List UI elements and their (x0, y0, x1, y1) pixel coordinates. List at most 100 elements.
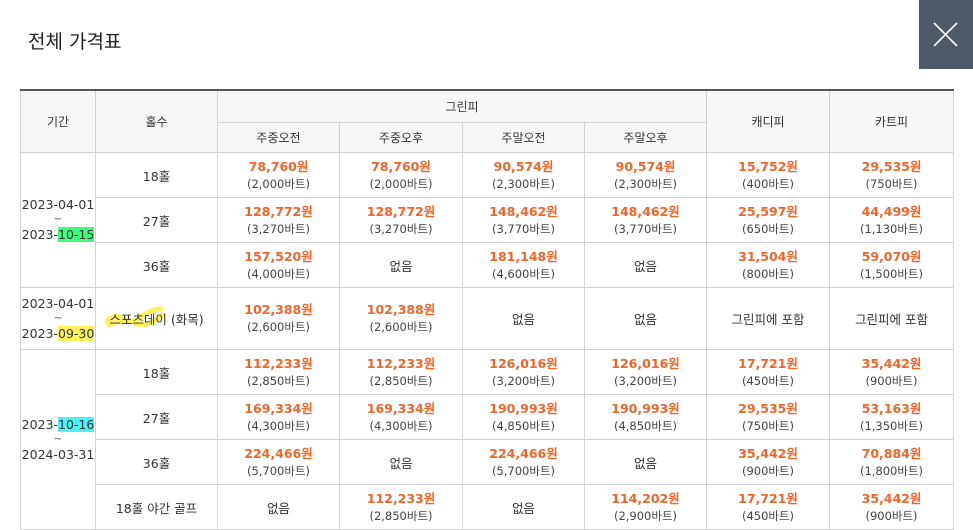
price-cell: 169,334원 (4,300바트) (339, 394, 463, 440)
table-row: 2023-04-01 ~ 2023-10-15 18홀 78,760원 (2,00… (20, 152, 954, 288)
table-row: 18홀 야간 골프 없음 112,233원 (2,850바트) 없음 114,202원 (… (21, 484, 954, 530)
holes-cell-sportsday: 스포츠데이 (화목) (95, 287, 218, 350)
price-cell: 없음 (462, 287, 585, 350)
table-row: 36홀 224,466원 (5,700바트) 없음 224,466원 (5,700바트)… (21, 439, 954, 485)
holes-cell: 27홀 (95, 197, 218, 243)
price-krw: 128,772원 (366, 203, 436, 219)
price-thb: (4,300바트) (369, 418, 433, 433)
price-thb: (4,300바트) (246, 418, 311, 433)
price-thb: (650바트) (741, 221, 795, 236)
price-krw: 90,574원 (615, 158, 676, 174)
period-end-prefix: 2023- (21, 325, 58, 341)
price-cell: 90,574원 (2,300바트) (584, 152, 707, 198)
price-cell: 224,466원 (5,700바트) (217, 439, 340, 485)
price-krw: 35,442원 (861, 355, 922, 371)
price-cell: 112,233원 (2,850바트) (339, 349, 463, 395)
price-krw: 224,466원 (489, 445, 558, 461)
price-krw: 53,163원 (861, 400, 922, 416)
price-text: 없음 (633, 455, 657, 471)
header-weekday-pm: 주중오후 (339, 122, 463, 153)
price-table-body: 2023-04-01 ~ 2023-10-15 18홀 78,760원 (2,00… (20, 152, 954, 530)
price-thb: (3,270바트) (246, 221, 311, 236)
period-cell: 2023-04-01 ~ 2023-10-15 (20, 152, 96, 288)
price-krw: 78,760원 (248, 158, 309, 174)
price-cell: 190,993원 (4,850바트) (584, 394, 707, 440)
holes-cell: 18홀 (95, 152, 218, 198)
price-thb: (3,770바트) (613, 221, 678, 236)
price-text: 없음 (633, 312, 657, 327)
price-krw: 148,462원 (611, 203, 680, 219)
price-cell: 102,388원 (2,600바트) (217, 287, 340, 350)
price-thb: (1,350바트) (859, 418, 924, 433)
price-thb: (2,000바트) (246, 176, 311, 191)
price-text: 그린피에 포함 (731, 312, 805, 327)
price-cell: 없음 (339, 242, 463, 288)
price-thb: (900바트) (865, 508, 918, 523)
price-thb: (2,000바트) (369, 176, 433, 191)
price-krw: 78,760원 (371, 158, 431, 174)
holes-cell: 18홀 (95, 349, 218, 395)
price-thb: (400바트) (741, 176, 795, 191)
price-text: 그린피에 포함 (855, 312, 928, 327)
price-thb: (2,850바트) (369, 373, 433, 388)
price-thb: (4,850바트) (613, 418, 678, 433)
price-thb: (5,700바트) (246, 463, 311, 478)
table-row: 36홀 157,520원 (4,000바트) 없음 181,148원 (4,600바트)… (21, 242, 954, 288)
price-thb: (3,270바트) (369, 221, 433, 236)
holes-cell: 18홀 야간 골프 (95, 484, 218, 530)
price-krw: 15,752원 (738, 158, 798, 174)
period-end-prefix: 2023- (21, 227, 58, 242)
price-cell: 224,466원 (5,700바트) (462, 439, 585, 485)
page-title: 전체 가격표 (28, 31, 122, 53)
price-krw: 126,016원 (489, 355, 558, 371)
price-thb: (4,850바트) (491, 418, 556, 433)
price-thb: (900바트) (865, 373, 918, 388)
price-cell: 없음 (584, 287, 707, 350)
price-thb: (450바트) (741, 373, 795, 388)
price-krw: 31,504원 (738, 248, 798, 264)
price-thb: (800바트) (741, 266, 795, 281)
price-krw: 126,016원 (611, 355, 680, 371)
price-cell: 169,334원 (4,300바트) (217, 394, 340, 440)
price-krw: 112,233원 (366, 355, 436, 371)
price-cell: 35,442원 (900바트) (829, 349, 954, 395)
price-cell: 44,499원 (1,130바트) (829, 197, 954, 243)
price-cell: 그린피에 포함 (706, 287, 830, 350)
price-cell: 없음 (584, 439, 707, 485)
price-cell: 78,760원 (2,000바트) (217, 152, 340, 198)
price-thb: (750바트) (865, 176, 918, 191)
header-green-fee: 그린피 (217, 89, 707, 123)
price-cell: 53,163원 (1,350바트) (829, 394, 954, 440)
sportsday-label: 스포츠데이 (화목) (105, 306, 204, 328)
header-weekend-pm: 주말오후 (584, 122, 707, 153)
price-cell: 90,574원 (2,300바트) (462, 152, 585, 198)
price-cell: 181,148원 (4,600바트) (462, 242, 585, 288)
price-cell: 190,993원 (4,850바트) (462, 394, 585, 440)
price-cell: 25,597원 (650바트) (706, 197, 830, 243)
price-cell: 17,721원 (450바트) (706, 349, 830, 395)
price-cell: 없음 (584, 242, 707, 288)
price-cell: 148,462원 (3,770바트) (584, 197, 707, 243)
close-icon[interactable] (919, 0, 973, 69)
price-thb: (900바트) (741, 463, 795, 478)
price-text: 없음 (511, 500, 535, 516)
price-cell: 17,721원 (450바트) (706, 484, 830, 530)
price-thb: (1,500바트) (859, 266, 924, 281)
price-text: 없음 (389, 455, 413, 471)
close-button[interactable] (919, 0, 973, 69)
price-krw: 128,772원 (244, 203, 313, 219)
table-row: 2023-04-01 ~ 2023-09-30 스포츠데이 (화목) 102,3… (20, 287, 954, 350)
price-text: 없음 (266, 500, 290, 516)
price-krw: 181,148원 (489, 248, 558, 264)
price-krw: 190,993원 (611, 400, 680, 416)
price-krw: 17,721원 (738, 490, 798, 506)
price-krw: 59,070원 (861, 248, 922, 264)
price-thb: (1,130바트) (859, 221, 924, 236)
price-thb: (4,000바트) (246, 266, 311, 281)
header-period: 기간 (20, 89, 96, 153)
price-thb: (2,300바트) (613, 176, 678, 191)
price-cell: 없음 (339, 439, 463, 485)
price-cell: 128,772원 (3,270바트) (217, 197, 340, 243)
period-start: 2023-04-01 (21, 295, 95, 311)
period-end-highlight: 10-15 (58, 227, 95, 242)
